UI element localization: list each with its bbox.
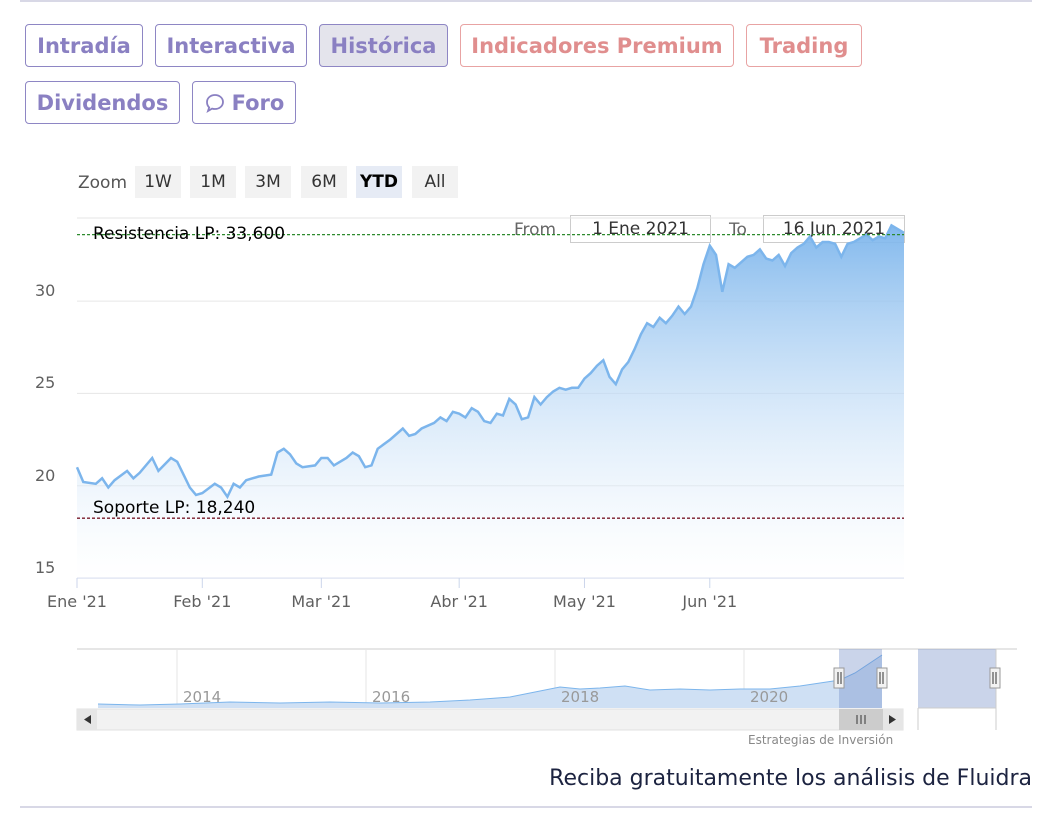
tab-label: Dividendos xyxy=(36,90,169,115)
navigator-year-label: 2014 xyxy=(183,688,222,706)
navigator-series-line xyxy=(97,654,883,706)
zoom-6m-button[interactable]: 6M xyxy=(301,166,347,198)
tab-label: Interactiva xyxy=(166,33,296,58)
tab-label: Trading xyxy=(759,33,849,58)
chart-credits[interactable]: Estrategias de Inversión xyxy=(748,733,894,747)
tab-interactiva[interactable]: Interactiva xyxy=(155,24,307,67)
promo-text[interactable]: Reciba gratuitamente los análisis de Flu… xyxy=(549,766,1032,791)
zoom-1m-button[interactable]: 1M xyxy=(190,166,236,198)
tab-trading[interactable]: Trading xyxy=(746,24,862,67)
x-tick-label: Jun '21 xyxy=(682,592,738,611)
tab-label: Histórica xyxy=(330,33,437,58)
navigator-series xyxy=(98,655,882,708)
support-label: Soporte LP: 18,240 xyxy=(93,498,256,518)
bottom-divider xyxy=(20,806,1032,808)
navigator-outside-mask xyxy=(918,649,996,708)
tab-label: Intradía xyxy=(37,33,131,58)
resistance-label: Resistencia LP: 33,600 xyxy=(93,224,286,244)
navigator-handle-right[interactable] xyxy=(876,667,888,689)
tab-label: Indicadores Premium xyxy=(471,33,723,58)
scrollbar-grip-icon xyxy=(856,715,866,724)
y-tick-label: 15 xyxy=(35,558,56,577)
zoom-1w-button[interactable]: 1W xyxy=(135,166,181,198)
y-tick-label: 20 xyxy=(35,465,56,485)
zoom-3m-button[interactable]: 3M xyxy=(245,166,291,198)
x-tick-label: May '21 xyxy=(553,592,616,611)
arrow-right-icon xyxy=(889,715,896,724)
arrow-left-icon xyxy=(84,715,91,724)
tab-indicadores-premium[interactable]: Indicadores Premium xyxy=(460,24,734,67)
zoom-label: Zoom xyxy=(78,173,128,193)
x-tick-label: Ene '21 xyxy=(47,592,107,611)
navigator-year-label: 2020 xyxy=(750,688,789,706)
zoom-all-button[interactable]: All xyxy=(412,166,458,198)
tab-foro[interactable]: Foro xyxy=(192,81,296,124)
scrollbar-track[interactable] xyxy=(76,708,904,731)
tab-label: Foro xyxy=(231,90,285,115)
tab-historica[interactable]: Histórica xyxy=(319,24,448,67)
top-divider xyxy=(20,0,1032,2)
x-tick-label: Mar '21 xyxy=(291,592,352,611)
chat-bubble-icon xyxy=(205,93,224,113)
tab-intradia[interactable]: Intradía xyxy=(25,24,143,67)
navigator-handle-far[interactable] xyxy=(989,667,1001,689)
y-tick-label: 25 xyxy=(35,373,56,393)
x-tick-label: Abr '21 xyxy=(430,592,488,611)
y-tick-label: 30 xyxy=(35,281,56,301)
navigator-handle-left[interactable] xyxy=(833,667,845,689)
navigator-year-label: 2018 xyxy=(561,688,600,706)
x-tick-label: Feb '21 xyxy=(173,592,232,611)
tab-dividendos[interactable]: Dividendos xyxy=(25,81,180,124)
zoom-ytd-button[interactable]: YTD xyxy=(356,166,402,198)
navigator-year-label: 2016 xyxy=(372,688,411,706)
navigator-selection[interactable] xyxy=(839,649,882,708)
